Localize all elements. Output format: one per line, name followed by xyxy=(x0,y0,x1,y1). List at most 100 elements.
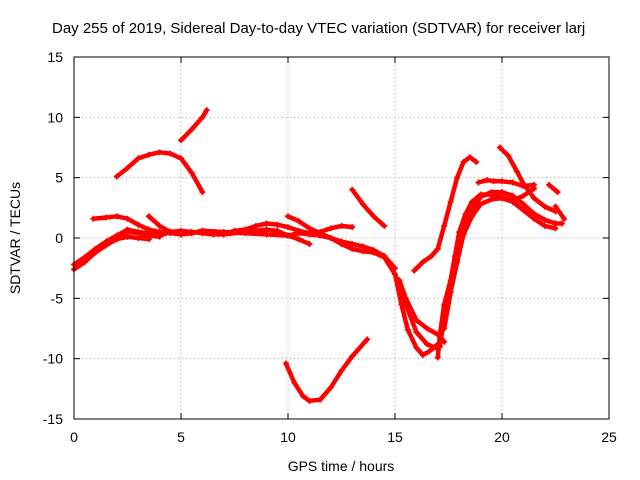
data-point-marker xyxy=(199,230,206,237)
data-point-marker xyxy=(113,173,120,180)
y-tick-label: -15 xyxy=(43,411,63,427)
data-point-marker xyxy=(477,193,484,200)
data-point-marker xyxy=(381,253,388,260)
data-point-marker xyxy=(531,181,538,188)
series-line-arc-17 xyxy=(412,154,479,273)
x-tick-label: 15 xyxy=(387,429,403,445)
data-point-marker xyxy=(178,155,184,162)
data-point-marker xyxy=(188,126,195,133)
data-point-marker xyxy=(306,397,313,404)
data-point-marker xyxy=(546,181,553,188)
data-point-marker xyxy=(263,226,270,233)
data-point-marker xyxy=(349,353,356,360)
data-point-marker xyxy=(263,220,270,227)
data-point-marker xyxy=(531,195,538,202)
tick-layer: 0 5 10 15 20 25 -15 -10 -5 0 5 10 15 xyxy=(43,49,617,445)
data-point-marker xyxy=(554,189,561,196)
data-point-marker xyxy=(359,201,366,208)
data-point-marker xyxy=(285,224,291,231)
data-point-marker xyxy=(505,152,512,159)
y-tick-label: 15 xyxy=(47,49,63,65)
data-point-marker xyxy=(466,154,473,161)
data-point-marker xyxy=(145,151,152,158)
data-point-marker xyxy=(541,222,548,229)
data-point-marker xyxy=(552,203,559,210)
data-point-marker xyxy=(135,235,142,241)
y-tick-label: 0 xyxy=(55,230,63,246)
data-point-marker xyxy=(531,215,538,222)
data-point-marker xyxy=(81,259,88,266)
data-point-marker xyxy=(285,232,291,239)
data-point-marker xyxy=(520,207,527,214)
data-point-marker xyxy=(178,137,184,144)
x-tick-label: 10 xyxy=(280,429,296,445)
x-tick-label: 0 xyxy=(70,429,78,445)
data-point-marker xyxy=(156,222,163,229)
data-point-marker xyxy=(103,214,110,221)
data-point-marker xyxy=(454,174,461,181)
data-point-marker xyxy=(295,218,302,225)
data-point-marker xyxy=(475,179,482,186)
data-point-marker xyxy=(364,336,371,343)
data-point-marker xyxy=(188,169,195,176)
data-point-marker xyxy=(469,198,476,205)
data-point-marker xyxy=(520,192,527,199)
data-point-marker xyxy=(252,222,259,229)
y-tick-label: 10 xyxy=(47,109,63,125)
data-point-marker xyxy=(413,329,420,336)
data-point-marker xyxy=(199,189,206,196)
series-line-arc-20 xyxy=(546,182,560,195)
data-point-marker xyxy=(499,178,505,185)
data-point-marker xyxy=(509,179,516,186)
data-point-marker xyxy=(135,228,142,235)
data-point-marker xyxy=(424,325,431,332)
data-point-marker xyxy=(490,178,497,185)
data-point-marker xyxy=(460,158,467,165)
data-point-marker xyxy=(496,144,503,151)
data-point-marker xyxy=(291,379,298,386)
data-point-marker xyxy=(295,236,302,243)
data-point-marker xyxy=(274,227,281,234)
data-point-marker xyxy=(124,215,131,222)
data-point-marker xyxy=(381,222,388,229)
data-point-marker xyxy=(92,249,99,256)
data-point-marker xyxy=(473,158,480,165)
data-point-marker xyxy=(317,396,324,403)
data-point-marker xyxy=(203,107,210,114)
data-point-marker xyxy=(419,352,426,359)
data-point-marker xyxy=(113,213,120,220)
data-point-marker xyxy=(124,226,131,233)
data-point-marker xyxy=(220,231,227,238)
data-point-marker xyxy=(477,201,484,208)
data-point-marker xyxy=(306,225,313,232)
data-point-marker xyxy=(295,230,302,237)
data-point-marker xyxy=(274,221,281,228)
data-point-marker xyxy=(338,241,345,248)
data-point-marker xyxy=(392,271,398,278)
data-point-marker xyxy=(317,230,324,237)
data-point-marker xyxy=(167,150,174,157)
data-point-marker xyxy=(370,249,377,256)
data-point-marker xyxy=(135,155,142,162)
data-point-marker xyxy=(338,367,345,374)
data-point-marker xyxy=(90,215,97,222)
data-point-marker xyxy=(327,384,334,391)
data-point-marker xyxy=(509,192,516,199)
data-point-marker xyxy=(484,177,491,184)
data-point-marker xyxy=(413,317,420,324)
data-point-marker xyxy=(509,198,516,205)
data-point-marker xyxy=(349,224,356,231)
data-point-marker xyxy=(306,241,313,248)
data-point-marker xyxy=(145,230,152,237)
data-point-marker xyxy=(359,248,366,255)
data-point-marker xyxy=(460,231,467,238)
data-point-marker xyxy=(436,343,443,350)
data-point-marker xyxy=(541,203,548,210)
data-point-marker xyxy=(447,289,454,296)
data-point-marker xyxy=(199,114,206,121)
data-point-marker xyxy=(282,360,289,367)
x-tick-label: 20 xyxy=(494,429,510,445)
data-point-marker xyxy=(299,393,306,400)
data-point-marker xyxy=(558,220,565,227)
x-axis-label: GPS time / hours xyxy=(288,458,395,474)
